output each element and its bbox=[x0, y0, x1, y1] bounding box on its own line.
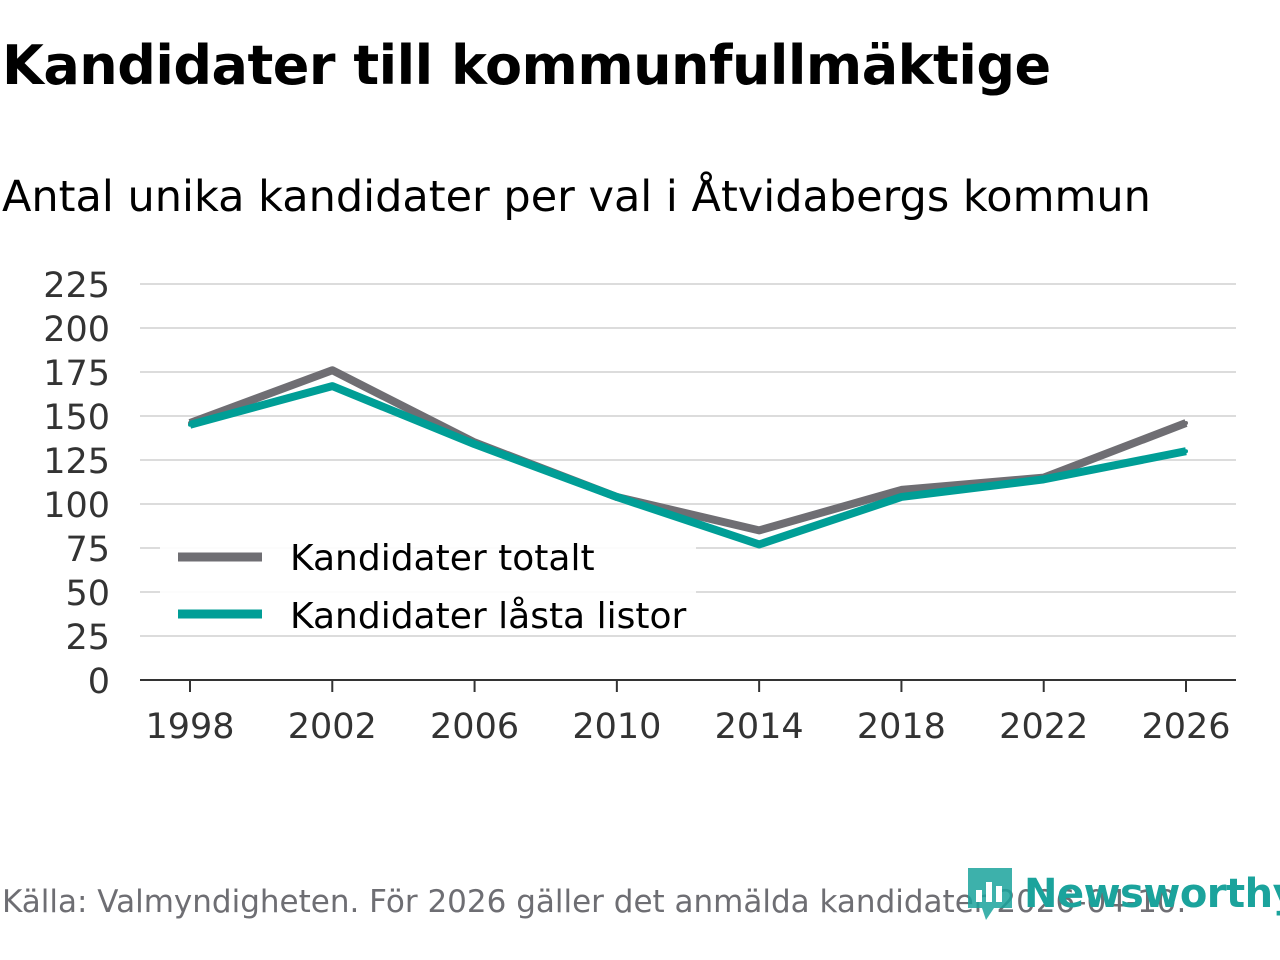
x-tick-label: 2018 bbox=[857, 707, 946, 747]
data-point-kandidater-l-sta-listor-2018 bbox=[899, 494, 904, 499]
newsworthy-logo-text: Newsworthy bbox=[1024, 871, 1280, 917]
x-tick-label: 2014 bbox=[715, 707, 804, 747]
newsworthy-logo: Newsworthy bbox=[964, 864, 1280, 924]
x-tick-label: 2026 bbox=[1141, 707, 1230, 747]
y-tick-label: 50 bbox=[65, 574, 110, 614]
x-tick-label: 1998 bbox=[145, 707, 234, 747]
legend-label-lasta-listor: Kandidater låsta listor bbox=[290, 596, 686, 637]
y-tick-label: 175 bbox=[43, 354, 110, 394]
chart-title: Kandidater till kommunfullmäktige bbox=[2, 34, 1051, 97]
x-tick-label: 2022 bbox=[999, 707, 1088, 747]
y-tick-label: 75 bbox=[65, 530, 110, 570]
x-tick-label: 2002 bbox=[288, 707, 377, 747]
x-tick-label: 2006 bbox=[430, 707, 519, 747]
y-tick-label: 100 bbox=[43, 486, 110, 526]
series-lines bbox=[188, 366, 1188, 549]
series-line-kandidater-l-sta-listor bbox=[188, 382, 1187, 549]
data-point-kandidater-l-sta-listor-2014 bbox=[757, 542, 762, 547]
y-tick-label: 125 bbox=[43, 442, 110, 482]
data-point-kandidater-totalt-2018 bbox=[899, 487, 904, 492]
data-point-kandidater-totalt-2026 bbox=[1184, 421, 1188, 426]
y-tick-label: 0 bbox=[88, 662, 110, 702]
data-point-kandidater-l-sta-listor-2006 bbox=[472, 442, 477, 447]
data-point-kandidater-l-sta-listor-2022 bbox=[1041, 477, 1046, 482]
y-tick-label: 25 bbox=[65, 618, 110, 658]
data-point-kandidater-totalt-2014 bbox=[757, 528, 762, 533]
data-point-kandidater-l-sta-listor-2010 bbox=[614, 494, 619, 499]
y-tick-label: 225 bbox=[43, 266, 110, 306]
data-point-kandidater-l-sta-listor-2026 bbox=[1184, 449, 1188, 454]
y-tick-label: 200 bbox=[43, 310, 110, 350]
data-point-kandidater-totalt-2002 bbox=[330, 368, 335, 373]
y-tick-label: 150 bbox=[43, 398, 110, 438]
chart-legend: Kandidater totalt Kandidater låsta listo… bbox=[160, 528, 696, 637]
series-line-kandidater-totalt bbox=[188, 366, 1188, 535]
x-tick-label: 2010 bbox=[572, 707, 661, 747]
x-axis-ticks: 1998 2002 2006 2010 2014 2018 2022 2026 bbox=[145, 680, 1231, 747]
chart-subtitle: Antal unika kandidater per val i Åtvidab… bbox=[2, 172, 1151, 222]
legend-label-totalt: Kandidater totalt bbox=[290, 538, 595, 579]
data-point-kandidater-l-sta-listor-1998 bbox=[188, 422, 192, 427]
data-point-kandidater-l-sta-listor-2002 bbox=[330, 384, 335, 389]
newsworthy-logo-icon bbox=[968, 868, 1012, 920]
